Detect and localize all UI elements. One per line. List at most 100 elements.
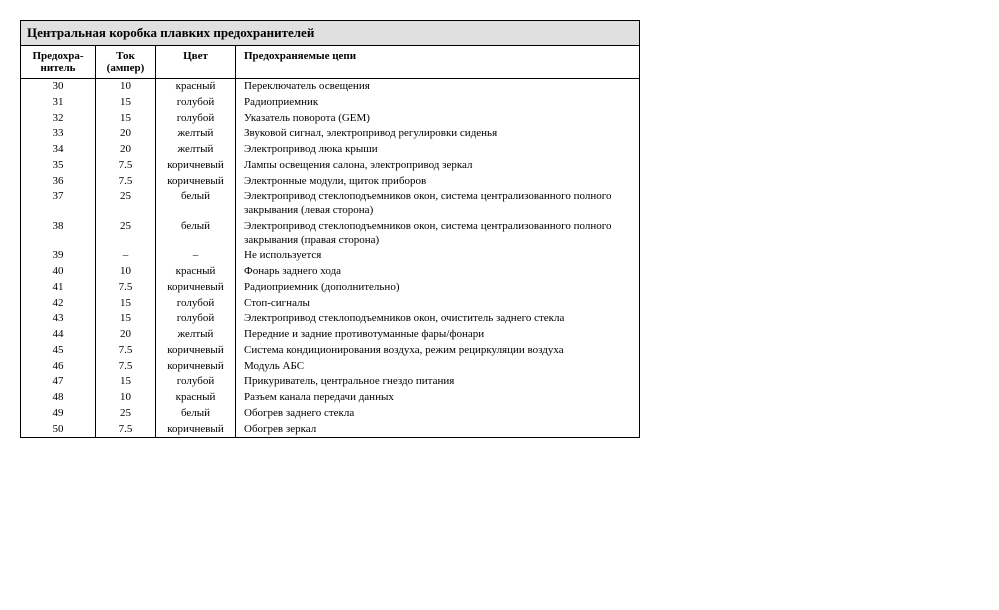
cell-fuse: 47 <box>21 374 96 390</box>
cell-color: коричневый <box>156 174 236 190</box>
cell-circuit: Звуковой сигнал, электропривод регулиров… <box>236 126 640 142</box>
cell-circuit: Электропривод стеклоподъемников окон, си… <box>236 189 640 219</box>
cell-fuse: 34 <box>21 142 96 158</box>
table-row: 4010красныйФонарь заднего хода <box>21 264 640 280</box>
cell-fuse: 50 <box>21 422 96 438</box>
cell-fuse: 39 <box>21 248 96 264</box>
table-row: 417.5коричневыйРадиоприемник (дополнител… <box>21 280 640 296</box>
table-row: 357.5коричневыйЛампы освещения салона, э… <box>21 158 640 174</box>
cell-circuit: Электропривод люка крыши <box>236 142 640 158</box>
cell-fuse: 42 <box>21 296 96 312</box>
cell-circuit: Передние и задние противотуманные фары/ф… <box>236 327 640 343</box>
table-row: 3010красныйПереключатель освещения <box>21 79 640 95</box>
cell-current: 15 <box>96 296 156 312</box>
cell-fuse: 46 <box>21 359 96 375</box>
table-row: 4810красныйРазъем канала передачи данных <box>21 390 640 406</box>
cell-fuse: 30 <box>21 79 96 95</box>
cell-color: желтый <box>156 327 236 343</box>
cell-color: голубой <box>156 311 236 327</box>
cell-current: 7.5 <box>96 343 156 359</box>
cell-current: 20 <box>96 327 156 343</box>
cell-color: – <box>156 248 236 264</box>
table-body: 3010красныйПереключатель освещения3115го… <box>21 79 640 438</box>
cell-current: 7.5 <box>96 422 156 438</box>
cell-circuit: Электронные модули, щиток приборов <box>236 174 640 190</box>
cell-fuse: 45 <box>21 343 96 359</box>
header-color: Цвет <box>156 46 236 79</box>
cell-color: красный <box>156 390 236 406</box>
cell-circuit: Разъем канала передачи данных <box>236 390 640 406</box>
table-title: Центральная коробка плавких предохраните… <box>21 21 640 46</box>
table-row: 467.5коричневыйМодуль АБС <box>21 359 640 375</box>
cell-fuse: 43 <box>21 311 96 327</box>
cell-current: – <box>96 248 156 264</box>
cell-circuit: Прикуриватель, центральное гнездо питани… <box>236 374 640 390</box>
header-circuit: Предохраняемые цепи <box>236 46 640 79</box>
cell-color: коричневый <box>156 158 236 174</box>
table-row: 3115голубойРадиоприемник <box>21 95 640 111</box>
cell-color: голубой <box>156 95 236 111</box>
cell-current: 7.5 <box>96 158 156 174</box>
cell-circuit: Радиоприемник <box>236 95 640 111</box>
cell-circuit: Фонарь заднего хода <box>236 264 640 280</box>
cell-circuit: Не используется <box>236 248 640 264</box>
cell-color: белый <box>156 189 236 219</box>
cell-current: 15 <box>96 374 156 390</box>
table-row: 4420желтыйПередние и задние противотуман… <box>21 327 640 343</box>
cell-current: 20 <box>96 126 156 142</box>
cell-color: коричневый <box>156 422 236 438</box>
cell-circuit: Стоп-сигналы <box>236 296 640 312</box>
fuse-table: Центральная коробка плавких предохраните… <box>20 20 640 438</box>
table-row: 4315голубойЭлектропривод стеклоподъемник… <box>21 311 640 327</box>
header-fuse: Предохра-нитель <box>21 46 96 79</box>
cell-current: 15 <box>96 95 156 111</box>
cell-fuse: 38 <box>21 219 96 249</box>
cell-current: 20 <box>96 142 156 158</box>
cell-circuit: Система кондиционирования воздуха, режим… <box>236 343 640 359</box>
cell-color: красный <box>156 79 236 95</box>
table-row: 367.5коричневыйЭлектронные модули, щиток… <box>21 174 640 190</box>
cell-current: 25 <box>96 219 156 249</box>
cell-current: 10 <box>96 264 156 280</box>
cell-color: коричневый <box>156 343 236 359</box>
cell-color: голубой <box>156 374 236 390</box>
cell-circuit: Модуль АБС <box>236 359 640 375</box>
cell-circuit: Радиоприемник (дополнительно) <box>236 280 640 296</box>
cell-circuit: Электропривод стеклоподъемников окон, оч… <box>236 311 640 327</box>
cell-color: голубой <box>156 296 236 312</box>
cell-circuit: Электропривод стеклоподъемников окон, си… <box>236 219 640 249</box>
table-header-row: Предохра-нитель Ток(ампер) Цвет Предохра… <box>21 46 640 79</box>
table-row: 3215голубойУказатель поворота (GEM) <box>21 111 640 127</box>
table-row: 3320желтыйЗвуковой сигнал, электропривод… <box>21 126 640 142</box>
cell-color: голубой <box>156 111 236 127</box>
cell-circuit: Указатель поворота (GEM) <box>236 111 640 127</box>
cell-fuse: 36 <box>21 174 96 190</box>
table-row: 457.5коричневыйСистема кондиционирования… <box>21 343 640 359</box>
cell-current: 25 <box>96 406 156 422</box>
cell-color: коричневый <box>156 359 236 375</box>
cell-fuse: 40 <box>21 264 96 280</box>
cell-current: 7.5 <box>96 280 156 296</box>
cell-color: красный <box>156 264 236 280</box>
cell-fuse: 44 <box>21 327 96 343</box>
cell-fuse: 31 <box>21 95 96 111</box>
table-row: 3420желтыйЭлектропривод люка крыши <box>21 142 640 158</box>
cell-current: 10 <box>96 79 156 95</box>
header-current: Ток(ампер) <box>96 46 156 79</box>
cell-current: 7.5 <box>96 359 156 375</box>
cell-circuit: Обогрев зеркал <box>236 422 640 438</box>
cell-color: белый <box>156 219 236 249</box>
cell-current: 10 <box>96 390 156 406</box>
table-row: 507.5коричневыйОбогрев зеркал <box>21 422 640 438</box>
cell-fuse: 33 <box>21 126 96 142</box>
table-row: 4715голубойПрикуриватель, центральное гн… <box>21 374 640 390</box>
cell-circuit: Обогрев заднего стекла <box>236 406 640 422</box>
table-row: 3825белыйЭлектропривод стеклоподъемников… <box>21 219 640 249</box>
cell-circuit: Лампы освещения салона, электропривод зе… <box>236 158 640 174</box>
cell-current: 25 <box>96 189 156 219</box>
cell-fuse: 48 <box>21 390 96 406</box>
table-row: 39––Не используется <box>21 248 640 264</box>
cell-current: 15 <box>96 111 156 127</box>
table-row: 4925белыйОбогрев заднего стекла <box>21 406 640 422</box>
cell-fuse: 35 <box>21 158 96 174</box>
